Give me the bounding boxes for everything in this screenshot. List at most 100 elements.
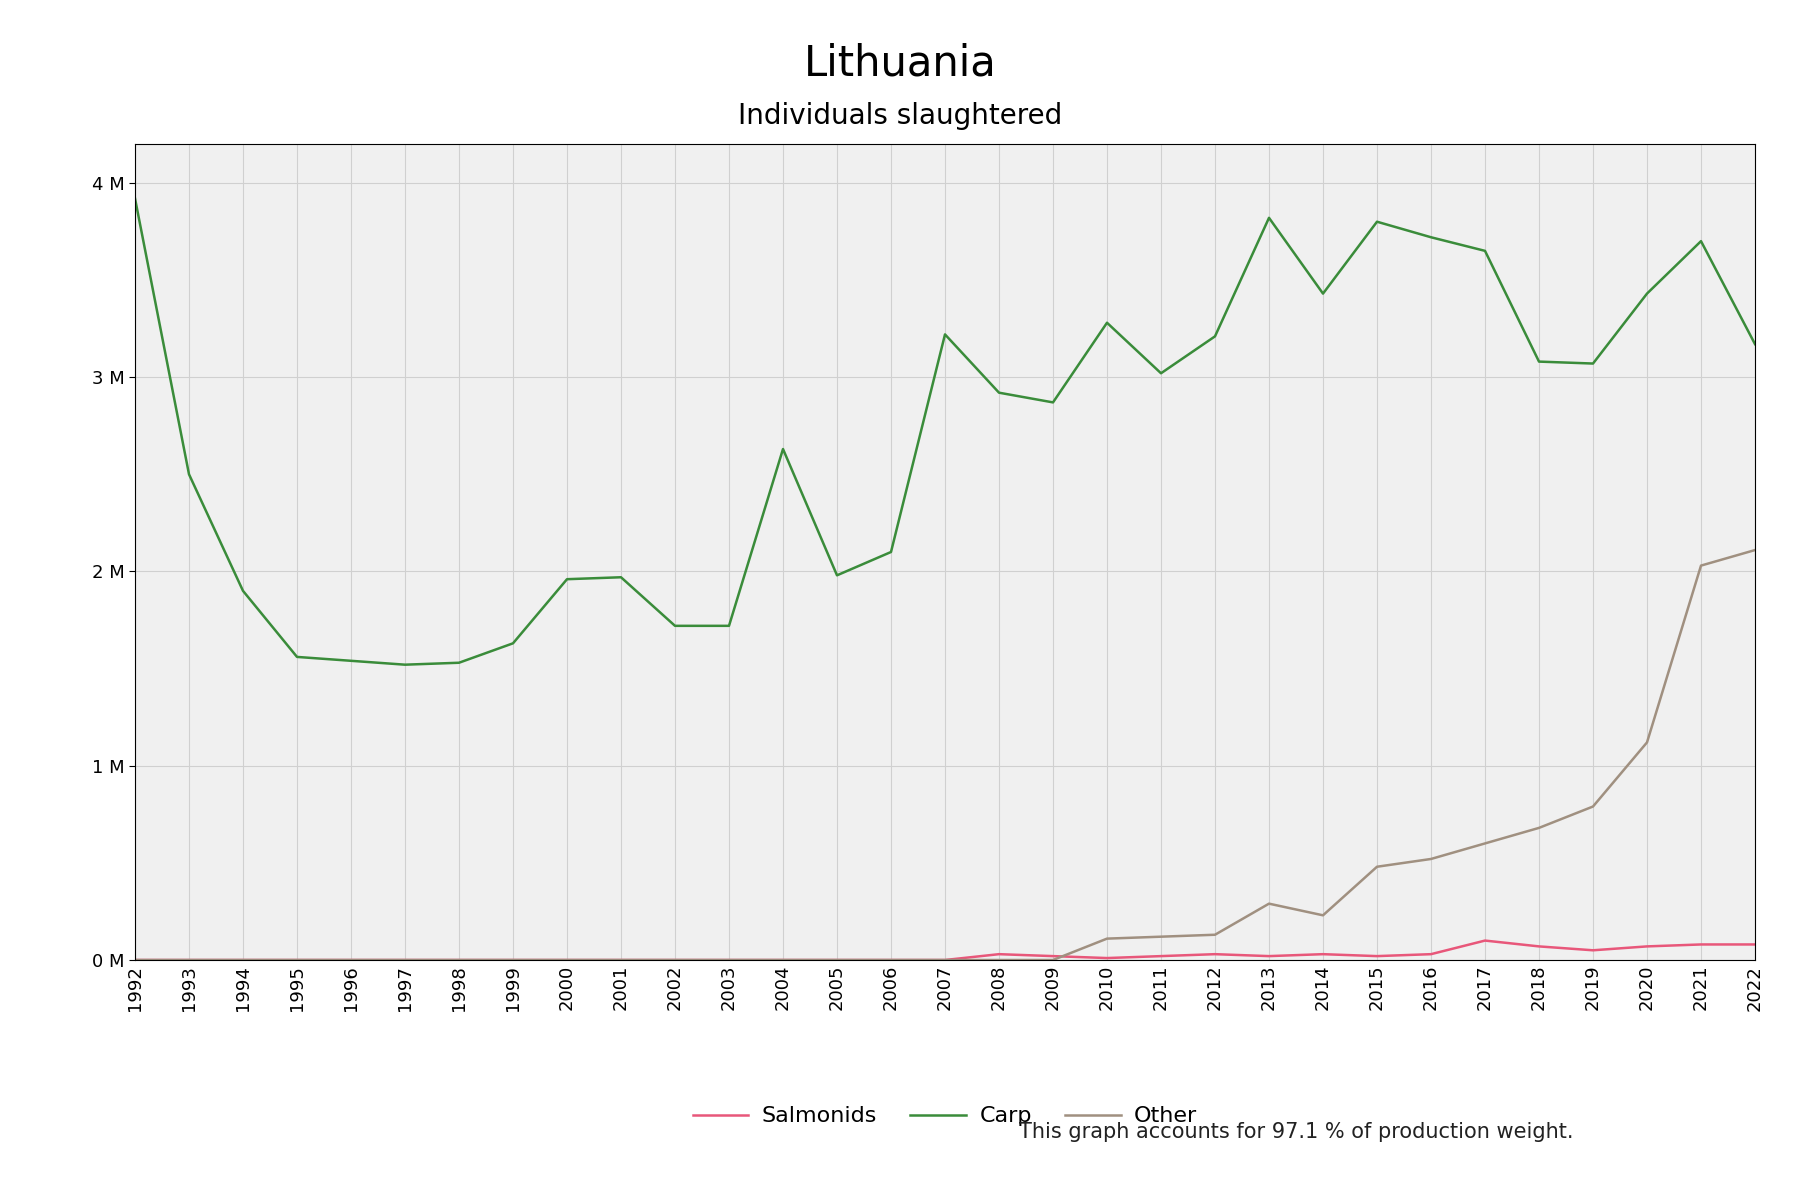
Salmonids: [934, 953, 956, 967]
Text: Individuals slaughtered: Individuals slaughtered: [738, 102, 1062, 130]
Salmonids: [988, 947, 1010, 961]
Salmonids: [340, 953, 362, 967]
Salmonids: [556, 953, 578, 967]
Carp: [556, 572, 578, 587]
Other: [718, 953, 740, 967]
Salmonids: [1150, 949, 1172, 964]
Other: [826, 953, 848, 967]
Salmonids: [394, 953, 416, 967]
Carp: [1636, 287, 1658, 301]
Other: [880, 953, 902, 967]
Carp: [448, 655, 470, 670]
Other: [1258, 896, 1280, 911]
Carp: [1474, 244, 1496, 258]
Other: [1366, 859, 1388, 874]
Other: [610, 953, 632, 967]
Salmonids: [1744, 937, 1766, 952]
Salmonids: [610, 953, 632, 967]
Salmonids: [1420, 947, 1442, 961]
Legend: Salmonids, Carp, Other: Salmonids, Carp, Other: [684, 1098, 1206, 1135]
Carp: [826, 568, 848, 582]
Text: This graph accounts for 97.1 % of production weight.: This graph accounts for 97.1 % of produc…: [1019, 1122, 1573, 1142]
Other: [124, 953, 146, 967]
Other: [340, 953, 362, 967]
Salmonids: [1582, 943, 1604, 958]
Other: [1582, 799, 1604, 814]
Other: [502, 953, 524, 967]
Salmonids: [880, 953, 902, 967]
Carp: [340, 654, 362, 668]
Other: [988, 953, 1010, 967]
Other: [1744, 542, 1766, 557]
Salmonids: [718, 953, 740, 967]
Salmonids: [1204, 947, 1226, 961]
Salmonids: [772, 953, 794, 967]
Salmonids: [1366, 949, 1388, 964]
Salmonids: [1042, 949, 1064, 964]
Salmonids: [502, 953, 524, 967]
Other: [448, 953, 470, 967]
Carp: [1312, 287, 1334, 301]
Other: [1474, 836, 1496, 851]
Carp: [880, 545, 902, 559]
Carp: [1258, 211, 1280, 226]
Carp: [1204, 329, 1226, 343]
Salmonids: [826, 953, 848, 967]
Salmonids: [286, 953, 308, 967]
Text: Lithuania: Lithuania: [803, 42, 997, 84]
Salmonids: [1636, 940, 1658, 954]
Other: [1636, 736, 1658, 750]
Salmonids: [124, 953, 146, 967]
Carp: [232, 583, 254, 598]
Salmonids: [1312, 947, 1334, 961]
Salmonids: [178, 953, 200, 967]
Line: Carp: Carp: [135, 198, 1755, 665]
Carp: [1582, 356, 1604, 371]
Salmonids: [232, 953, 254, 967]
Other: [1690, 558, 1712, 572]
Salmonids: [1528, 940, 1550, 954]
Carp: [502, 636, 524, 650]
Other: [664, 953, 686, 967]
Carp: [178, 467, 200, 481]
Carp: [610, 570, 632, 584]
Salmonids: [1258, 949, 1280, 964]
Other: [1528, 821, 1550, 835]
Other: [394, 953, 416, 967]
Salmonids: [1096, 950, 1118, 965]
Carp: [1150, 366, 1172, 380]
Other: [1420, 852, 1442, 866]
Carp: [1096, 316, 1118, 330]
Carp: [1744, 337, 1766, 352]
Other: [1204, 928, 1226, 942]
Salmonids: [1690, 937, 1712, 952]
Line: Other: Other: [135, 550, 1755, 960]
Carp: [988, 385, 1010, 400]
Salmonids: [1474, 934, 1496, 948]
Other: [1042, 953, 1064, 967]
Other: [1150, 930, 1172, 944]
Other: [178, 953, 200, 967]
Salmonids: [664, 953, 686, 967]
Other: [1312, 908, 1334, 923]
Carp: [772, 442, 794, 456]
Carp: [124, 191, 146, 205]
Carp: [1528, 354, 1550, 368]
Carp: [934, 328, 956, 342]
Carp: [1420, 230, 1442, 245]
Other: [934, 953, 956, 967]
Other: [286, 953, 308, 967]
Carp: [718, 619, 740, 634]
Salmonids: [448, 953, 470, 967]
Line: Salmonids: Salmonids: [135, 941, 1755, 960]
Other: [1096, 931, 1118, 946]
Other: [772, 953, 794, 967]
Other: [232, 953, 254, 967]
Carp: [394, 658, 416, 672]
Carp: [1042, 395, 1064, 409]
Carp: [286, 649, 308, 664]
Carp: [664, 619, 686, 634]
Other: [556, 953, 578, 967]
Carp: [1366, 215, 1388, 229]
Carp: [1690, 234, 1712, 248]
